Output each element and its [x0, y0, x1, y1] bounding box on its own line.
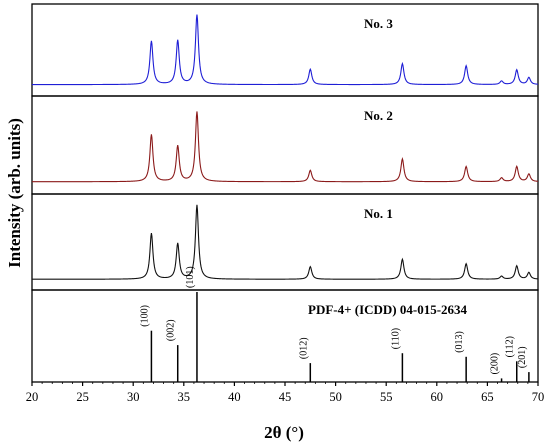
panel-labels: No. 3 No. 2 No. 1 PDF-4+ (ICDD) 04-015-2634	[308, 16, 468, 317]
series-line-1	[32, 14, 539, 86]
hkl-label: (013)	[454, 331, 465, 353]
x-tick-label: 40	[228, 390, 241, 404]
hkl-label: (110)	[390, 328, 401, 349]
x-tick-label: 50	[329, 390, 342, 404]
panel-frames	[31, 3, 539, 383]
x-tick-label: 35	[178, 390, 191, 404]
x-tick-label: 55	[380, 390, 393, 404]
panel-frame-3	[31, 193, 539, 291]
series-label-1: No. 3	[364, 16, 393, 31]
x-tick-label: 25	[76, 390, 89, 404]
x-tick-label: 65	[481, 390, 494, 404]
x-axis-title: 2θ (°)	[264, 423, 304, 442]
hkl-label: (201)	[517, 346, 528, 368]
x-tick-label: 20	[26, 390, 39, 404]
hkl-label: (002)	[166, 319, 177, 341]
diffraction-traces	[32, 14, 539, 280]
series-label-2: No. 2	[364, 108, 393, 123]
x-tick-label: 70	[532, 390, 545, 404]
series-line-2	[32, 111, 539, 183]
hkl-label: (101)	[185, 266, 196, 288]
x-axis: 20 25 30 35 40 45 50 55 60 65 70	[26, 382, 545, 404]
hkl-label: (200)	[490, 353, 501, 375]
reference-label: PDF-4+ (ICDD) 04-015-2634	[308, 302, 468, 317]
x-tick-label: 30	[127, 390, 140, 404]
panel-frame-1	[31, 3, 539, 97]
series-line-3	[32, 204, 539, 280]
hkl-label: (012)	[298, 337, 309, 359]
reference-pattern: (100) (002) (101) (012) (110) (013) (200) (112)…	[139, 266, 530, 382]
y-axis-title: Intensity (arb. units)	[5, 118, 24, 268]
hkl-label: (100)	[139, 305, 150, 327]
hkl-label: (112)	[505, 336, 516, 357]
x-tick-label: 45	[279, 390, 292, 404]
x-tick-label: 60	[431, 390, 444, 404]
series-label-3: No. 1	[364, 206, 393, 221]
